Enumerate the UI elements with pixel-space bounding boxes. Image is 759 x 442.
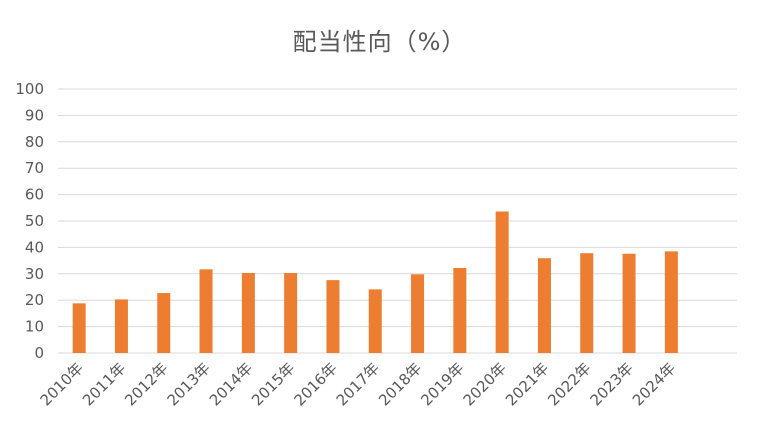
bar xyxy=(622,253,636,353)
x-tick-label: 2017年 xyxy=(333,359,383,409)
y-tick-label: 80 xyxy=(25,133,44,151)
y-tick-label: 30 xyxy=(25,265,44,283)
x-tick-label: 2018年 xyxy=(375,359,425,409)
y-tick-label: 90 xyxy=(25,106,44,124)
x-tick-label: 2014年 xyxy=(206,359,256,409)
x-tick-label: 2022年 xyxy=(544,359,594,409)
x-tick-label: 2011年 xyxy=(79,359,129,409)
bar xyxy=(664,251,678,353)
x-tick-label: 2012年 xyxy=(121,359,171,409)
x-tick-label: 2015年 xyxy=(248,359,298,409)
bar xyxy=(368,289,382,353)
y-tick-label: 20 xyxy=(25,291,44,309)
y-tick-label: 40 xyxy=(25,238,44,256)
x-tick-label: 2024年 xyxy=(629,359,679,409)
chart-title: 配当性向（%） xyxy=(292,28,467,56)
x-tick-label: 2021年 xyxy=(502,359,552,409)
y-tick-label: 10 xyxy=(25,318,44,336)
bar xyxy=(241,273,255,353)
x-tick-label: 2019年 xyxy=(417,359,467,409)
bar xyxy=(199,269,213,353)
bar xyxy=(495,211,509,353)
bar xyxy=(580,253,594,353)
x-tick-label: 2013年 xyxy=(164,359,214,409)
y-tick-label: 60 xyxy=(25,186,44,204)
y-tick-label: 70 xyxy=(25,159,44,177)
bar xyxy=(411,274,425,353)
y-tick-label: 50 xyxy=(25,212,44,230)
x-tick-label: 2016年 xyxy=(290,359,340,409)
x-tick-label: 2023年 xyxy=(587,359,637,409)
y-tick-label: 100 xyxy=(15,80,44,98)
x-tick-label: 2020年 xyxy=(460,359,510,409)
bar xyxy=(284,273,298,353)
bar xyxy=(157,293,171,353)
bar xyxy=(72,303,86,353)
bar xyxy=(453,267,467,353)
bar xyxy=(114,299,128,353)
y-tick-label: 0 xyxy=(34,344,44,362)
bar xyxy=(326,280,340,353)
x-tick-label: 2010年 xyxy=(37,359,87,409)
bar xyxy=(537,258,551,353)
